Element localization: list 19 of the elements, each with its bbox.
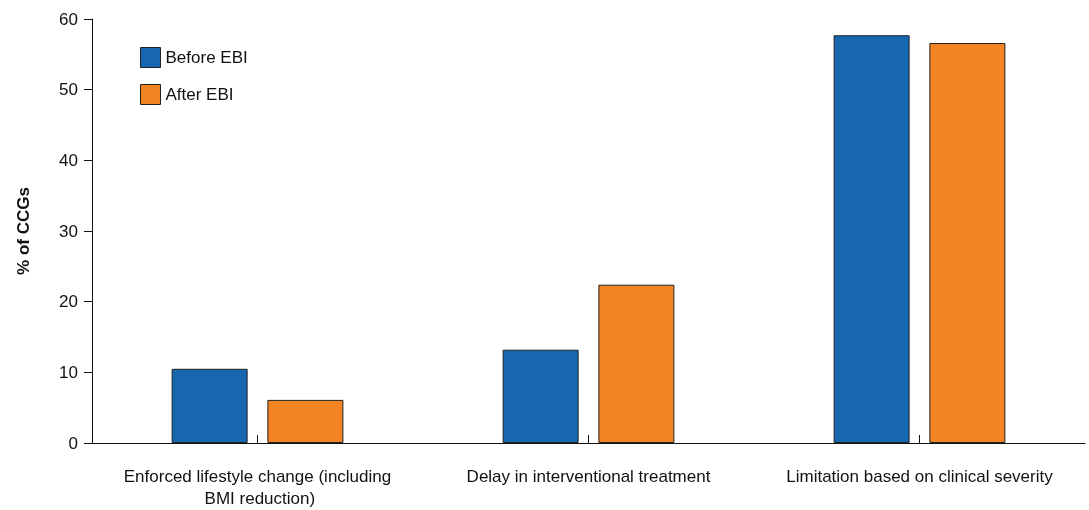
x-tick-label: Delay in interventional treatment: [466, 466, 711, 486]
bar: [833, 35, 910, 443]
y-tick-label: 40: [59, 150, 78, 170]
bar: [598, 284, 675, 443]
bar: [171, 368, 248, 443]
y-tick-label: 0: [68, 433, 78, 453]
y-tick-label: 50: [59, 80, 78, 100]
x-tick-label: Limitation based on clinical severity: [786, 466, 1054, 486]
y-tick-label: 30: [59, 221, 78, 241]
y-tick-label: 60: [59, 9, 78, 29]
y-axis-title: % of CCGs: [14, 187, 33, 275]
legend-label: Before EBI: [165, 48, 248, 67]
bar: [502, 349, 579, 443]
y-tick-label: 10: [59, 362, 78, 382]
legend-label: After EBI: [165, 85, 234, 104]
bar: [929, 43, 1006, 443]
x-tick-label: Enforced lifestyle change (including BMI reduction): [123, 466, 392, 508]
y-tick-label: 20: [59, 292, 78, 312]
bar: [267, 399, 344, 443]
